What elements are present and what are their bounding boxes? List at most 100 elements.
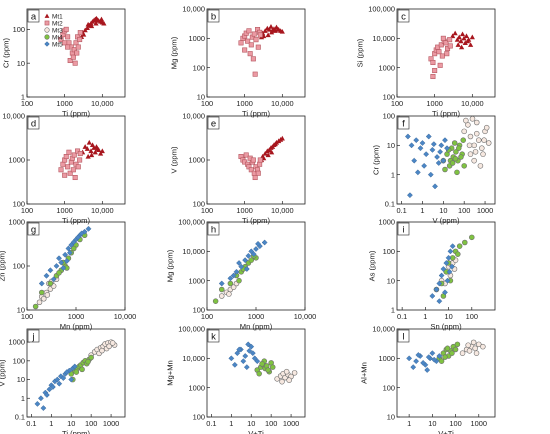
x-axis-label: Ti (ppm)	[62, 216, 90, 225]
data-point-mt2	[65, 34, 71, 40]
y-tick-label: 10	[387, 413, 395, 422]
data-point-mt5	[65, 245, 72, 252]
y-tick-label: 10	[17, 306, 25, 315]
x-tick-label: 10,000	[114, 312, 137, 321]
y-axis-label: V (ppm)	[169, 146, 178, 173]
y-axis-label: Mg (ppm)	[165, 249, 174, 282]
data-point-mt5	[254, 358, 261, 365]
data-point-mt3	[99, 347, 105, 354]
data-point-mt5	[242, 353, 249, 359]
panel-a: 100 1000 10,000 1 10 100 Ti (ppm) Cr (ppm) a	[2, 8, 126, 118]
data-point-mt2	[77, 37, 83, 43]
series-Mt3	[459, 339, 486, 356]
data-point-mt5	[411, 157, 418, 164]
series-Mt3	[218, 280, 240, 299]
plot-frame	[396, 221, 496, 311]
data-point-mt4	[248, 257, 255, 263]
y-tick-label: 1	[391, 306, 395, 315]
data-point-mt5	[425, 354, 432, 361]
data-point-mt1	[266, 26, 272, 32]
data-point-mt5	[436, 353, 443, 359]
data-point-mt5	[420, 359, 427, 366]
series-Mt4	[254, 358, 276, 377]
panel-c: 100 1000 10,000 100 1000 10,000 100,000 Ti (ppm…	[355, 5, 496, 118]
data-point-mt2	[63, 26, 69, 32]
data-point-mt5	[218, 280, 225, 287]
data-point-mt2	[436, 49, 442, 55]
panel-letter: d	[31, 119, 36, 130]
data-point-mt1	[93, 20, 99, 26]
y-tick-label: 10,000	[182, 354, 205, 363]
data-point-mt4	[456, 243, 463, 249]
data-point-mt2	[251, 31, 257, 37]
data-point-mt2	[257, 32, 263, 38]
data-point-mt5	[432, 183, 438, 190]
data-point-mt3	[476, 137, 482, 143]
data-point-mt5	[37, 395, 44, 402]
x-axis-label: Ti (ppm)	[242, 216, 270, 225]
data-point-mt1	[469, 34, 475, 40]
data-point-mt5	[255, 240, 261, 247]
data-point-mt4	[79, 366, 85, 373]
panel-letter: f	[402, 119, 405, 130]
y-tick-label: 10,000	[182, 112, 205, 121]
data-point-mt5	[413, 137, 420, 144]
data-point-mt5	[443, 260, 450, 266]
data-point-mt5	[70, 239, 77, 246]
data-point-mt4	[456, 145, 462, 151]
data-point-mt5	[438, 142, 445, 149]
y-tick-label: 10,000	[372, 325, 395, 334]
data-point-mt5	[449, 243, 456, 250]
data-point-mt1	[452, 30, 458, 36]
y-tick-label: 100	[383, 112, 395, 121]
data-point-mt4	[454, 169, 460, 176]
data-point-mt4	[452, 155, 459, 162]
x-tick-label: 10,000	[91, 206, 114, 215]
data-point-mt5	[425, 133, 432, 140]
data-point-mt3	[283, 368, 290, 375]
data-point-mt1	[95, 146, 101, 151]
x-tick-label: 100	[85, 419, 97, 428]
data-point-mt2	[75, 164, 81, 170]
y-tick-label: 10	[387, 141, 395, 150]
x-tick-label: 1000	[103, 419, 119, 428]
data-point-mt2	[439, 53, 445, 59]
y-tick-label: 100,000	[368, 5, 395, 14]
data-point-mt1	[84, 25, 90, 31]
data-point-mt2	[75, 148, 81, 154]
data-point-mt5	[243, 266, 250, 272]
panel-letter-box	[397, 9, 410, 23]
data-point-mt5	[245, 252, 252, 259]
data-point-mt3	[470, 339, 477, 346]
plot-frame	[396, 115, 496, 205]
data-point-mt5	[421, 162, 428, 169]
y-tick-label: 1	[21, 93, 25, 102]
data-point-mt2	[447, 37, 453, 43]
y-tick-label: 1000	[379, 354, 395, 363]
data-point-mt4	[227, 280, 234, 287]
data-point-mt4	[88, 354, 94, 361]
data-point-mt5	[404, 133, 411, 140]
data-point-mt5	[50, 276, 57, 283]
data-point-mt2	[71, 47, 77, 53]
data-point-mt4	[458, 154, 464, 160]
data-point-mt1	[262, 28, 268, 33]
series-Mt5	[406, 350, 443, 373]
data-point-mt5	[447, 248, 454, 255]
data-point-mt5	[60, 265, 67, 271]
data-point-mt2	[66, 149, 72, 155]
panel-letter-box	[27, 329, 40, 343]
data-point-mt1	[82, 144, 88, 149]
data-point-mt4	[462, 239, 468, 246]
series-Mt4	[440, 137, 467, 176]
y-tick-label: 100	[13, 200, 25, 209]
data-point-mt1	[262, 150, 268, 156]
data-point-mt5	[38, 280, 45, 287]
panel-letter-box	[207, 222, 220, 236]
legend-item-mt5: Mt5	[44, 41, 63, 48]
plot-frame	[206, 8, 306, 98]
data-point-mt1	[279, 28, 285, 34]
